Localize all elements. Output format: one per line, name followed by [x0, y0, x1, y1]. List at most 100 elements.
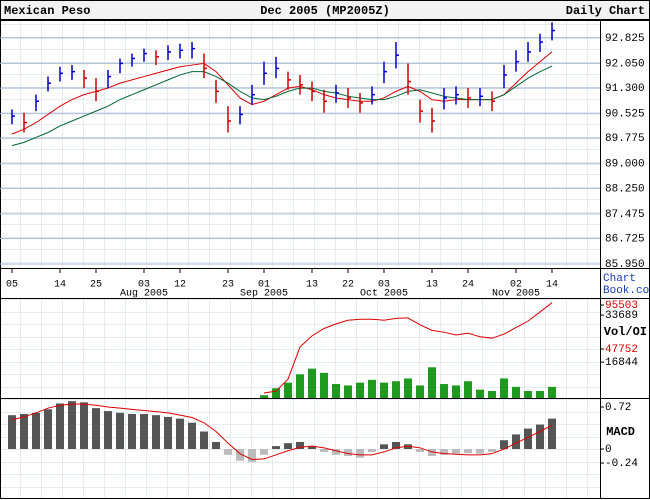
x-tick-label: 13 [306, 280, 318, 291]
bar [416, 385, 424, 398]
panel-label: Vol/OI [604, 325, 647, 339]
bar [128, 414, 136, 449]
y-tick-label: 91.300 [605, 83, 645, 95]
x-tick-label: 13 [426, 280, 438, 291]
y-tick-label: 85.950 [605, 259, 645, 271]
bar [32, 412, 40, 449]
month-label: Oct 2005 [360, 289, 408, 300]
x-tick-label: 12 [174, 280, 186, 291]
bar [536, 391, 544, 398]
y-tick-label: 87.475 [605, 209, 645, 221]
bar [368, 449, 376, 452]
bar [512, 434, 520, 449]
bar [392, 442, 400, 449]
bar [524, 391, 532, 398]
bar [308, 368, 316, 398]
bar [416, 449, 424, 452]
price-grid [0, 20, 601, 268]
bar [260, 449, 268, 455]
bar [332, 384, 340, 398]
bar [356, 382, 364, 398]
bar [236, 449, 244, 461]
bar [68, 401, 76, 449]
y-tick-label: 90.525 [605, 108, 645, 120]
bar [476, 389, 484, 398]
y-tick-label: 89.775 [605, 133, 645, 145]
x-tick-label: 03 [138, 280, 150, 291]
bar [248, 449, 256, 462]
x-tick-label: 14 [54, 280, 66, 291]
series-line [263, 302, 553, 394]
bar [440, 449, 448, 455]
month-label: Sep 2005 [240, 289, 288, 300]
x-tick-label: 22 [342, 280, 354, 291]
bar [200, 431, 208, 449]
bar [20, 414, 28, 449]
bar [368, 379, 376, 398]
bar [212, 442, 220, 449]
bar [44, 409, 52, 449]
series-line [11, 51, 553, 135]
month-label: Aug 2005 [120, 289, 168, 300]
bar [332, 449, 340, 455]
y-tick-label: 0.72 [605, 402, 631, 414]
y-tick-label: 16844 [605, 357, 638, 369]
bar [260, 395, 268, 398]
month-label: Nov 2005 [492, 289, 540, 300]
bar [152, 415, 160, 449]
bar [8, 415, 16, 449]
header-left: Mexican Peso [4, 4, 90, 18]
bar [116, 412, 124, 449]
bar [488, 449, 496, 452]
y-tick-label: 88.250 [605, 183, 645, 195]
bar [464, 381, 472, 398]
bar [404, 444, 412, 449]
bar [428, 449, 436, 456]
bar [92, 408, 100, 449]
x-tick-label: 03 [378, 280, 390, 291]
x-tick-label: 24 [462, 280, 474, 291]
bar [404, 378, 412, 398]
bar [320, 372, 328, 398]
bar [500, 440, 508, 449]
bar [344, 385, 352, 398]
y-tick-label: 47752 [605, 344, 638, 356]
bar [488, 391, 496, 398]
chart-title: Dec 2005 (MP2005Z) [260, 4, 390, 18]
bar [284, 443, 292, 449]
bar [104, 411, 112, 449]
bar [500, 378, 508, 398]
series-line [11, 403, 553, 461]
bar [452, 449, 460, 454]
series-line [11, 65, 553, 147]
logo-line: Book.com [603, 285, 650, 297]
y-tick-label: 0 [605, 444, 612, 456]
bar [296, 374, 304, 398]
bar [356, 449, 364, 458]
bar [380, 382, 388, 398]
bar [380, 444, 388, 449]
bar [548, 418, 556, 449]
x-tick-label: 01 [258, 280, 270, 291]
bar [164, 416, 172, 449]
bar [548, 386, 556, 398]
bar [440, 384, 448, 398]
bar [80, 402, 88, 449]
bar [176, 418, 184, 449]
bar [344, 449, 352, 456]
x-tick-label: 25 [90, 280, 102, 291]
bar [284, 382, 292, 398]
y-tick-label: 95503 [605, 300, 638, 312]
bar [476, 449, 484, 454]
bar [272, 446, 280, 449]
y-tick-label: -0.24 [605, 458, 638, 470]
header-right: Daily Chart [566, 4, 645, 18]
bar [452, 385, 460, 398]
x-tick-label: 05 [6, 280, 18, 291]
bar [464, 449, 472, 454]
bar [308, 446, 316, 449]
bar [392, 381, 400, 398]
y-tick-label: 86.725 [605, 233, 645, 245]
y-tick-label: 92.825 [605, 33, 645, 45]
